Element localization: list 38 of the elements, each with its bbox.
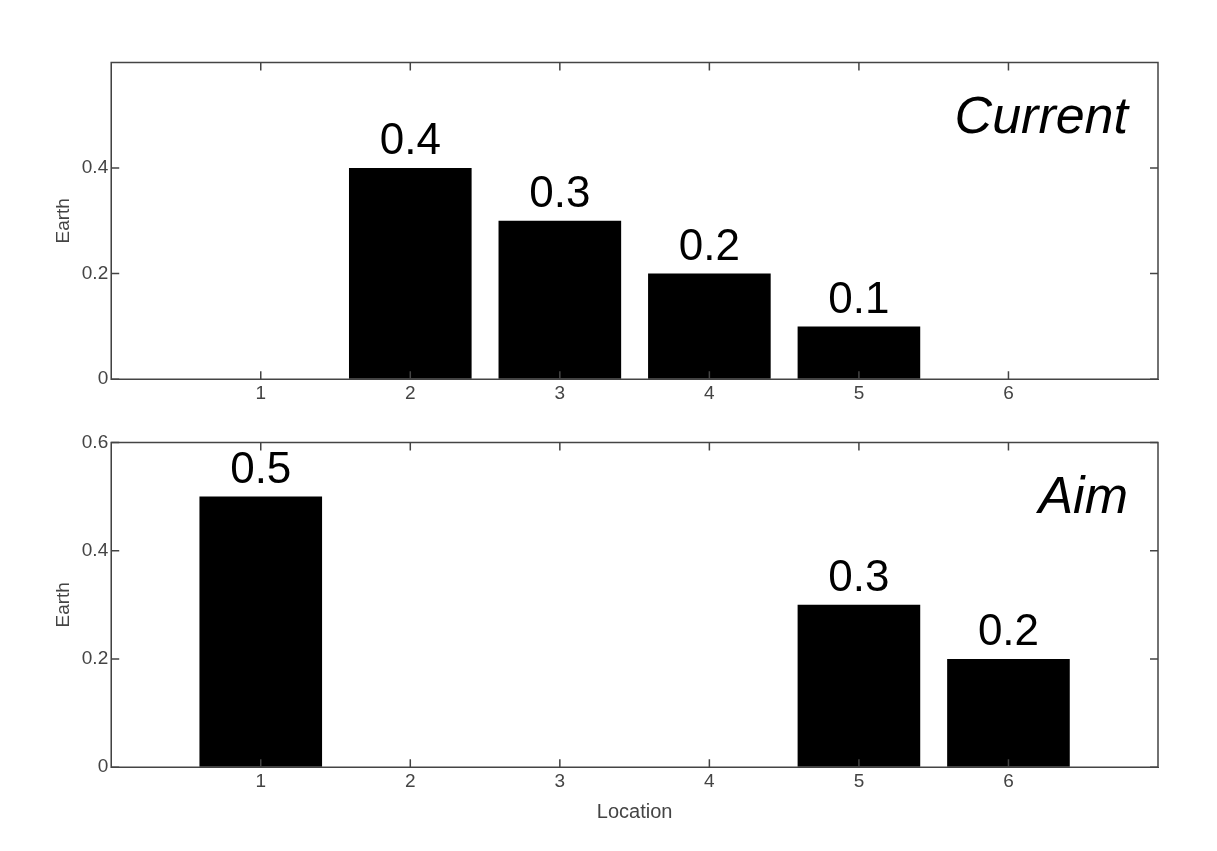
y-tick-label: 0.4	[81, 156, 109, 178]
x-axis-title: Location	[596, 799, 673, 822]
x-tick-label: 4	[704, 381, 716, 403]
annotation: Current	[954, 85, 1131, 144]
bar	[498, 220, 622, 379]
bar	[947, 658, 1070, 767]
y-tick-label: 0.6	[81, 430, 109, 452]
bar	[797, 326, 921, 379]
bar	[348, 168, 472, 379]
y-tick-label: 0	[97, 367, 109, 389]
x-tick-label: 1	[255, 769, 267, 791]
y-tick-label: 0	[97, 755, 109, 777]
x-tick-label: 1	[255, 381, 267, 403]
x-tick-label: 2	[405, 381, 416, 403]
x-tick-label: 2	[405, 769, 416, 791]
data-label: 0.5	[230, 442, 292, 492]
y-tick-label: 0.2	[81, 261, 109, 283]
annotation: Aim	[1035, 465, 1128, 524]
x-tick-label: 3	[554, 381, 566, 403]
bar	[648, 273, 771, 379]
y-axis-title: Earth	[51, 582, 73, 628]
data-label: 0.3	[529, 166, 591, 216]
data-label: 0.2	[977, 605, 1040, 655]
x-tick-label: 4	[704, 769, 716, 791]
data-label: 0.4	[379, 114, 441, 164]
data-label: 0.2	[678, 219, 740, 269]
y-tick-label: 0.2	[81, 647, 109, 669]
y-tick-label: 0.4	[81, 538, 109, 560]
x-tick-label: 3	[554, 769, 566, 791]
data-label: 0.3	[828, 550, 890, 600]
data-label: 0.1	[828, 272, 890, 322]
x-tick-label: 6	[1003, 769, 1014, 791]
y-axis-title: Earth	[51, 198, 73, 244]
bar	[797, 604, 921, 767]
x-tick-label: 6	[1003, 381, 1014, 403]
bar	[199, 496, 323, 767]
x-tick-label: 5	[853, 769, 865, 791]
x-tick-label: 5	[853, 381, 865, 403]
